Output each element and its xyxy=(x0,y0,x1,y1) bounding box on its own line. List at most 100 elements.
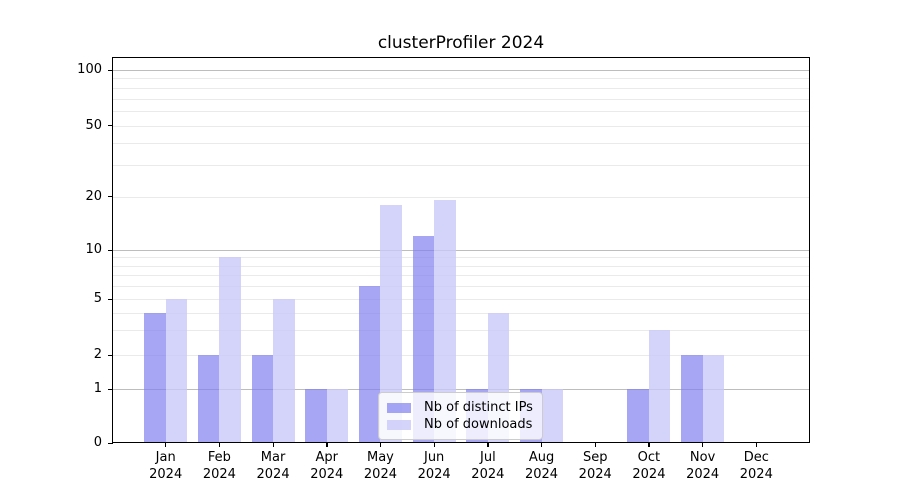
gridline-70 xyxy=(112,98,810,100)
bar-ips-apr xyxy=(305,389,327,443)
x-tick-jan xyxy=(165,443,167,447)
y-tick-20 xyxy=(108,196,113,198)
y-tick-10 xyxy=(108,249,113,251)
legend-label-downloads: Nb of downloads xyxy=(424,417,533,432)
x-tick-may xyxy=(379,443,382,447)
gridline-8 xyxy=(112,265,810,267)
bar-downloads-mar xyxy=(273,299,295,443)
x-tick-month: May xyxy=(367,450,394,465)
x-tick-year: 2024 xyxy=(578,467,612,482)
y-tick-label-20: 20 xyxy=(85,188,102,204)
x-tick-year: 2024 xyxy=(256,467,290,482)
x-tick-month: Mar xyxy=(260,450,286,465)
bar-ips-jun xyxy=(412,235,435,443)
gridline-60 xyxy=(112,110,810,112)
bar-downloads-apr xyxy=(326,389,349,443)
y-tick-label-1: 1 xyxy=(93,381,102,396)
x-tick-month: Oct xyxy=(637,450,661,465)
bar-downloads-jan xyxy=(165,299,188,443)
x-tick-year: 2024 xyxy=(202,467,236,482)
x-tick-year: 2024 xyxy=(524,467,559,482)
y-tick-0 xyxy=(108,442,113,444)
x-tick-label-dec: Dec 2024 xyxy=(714,449,798,483)
x-tick-sep xyxy=(594,443,597,447)
x-tick-year: 2024 xyxy=(686,467,720,482)
x-tick-month: Dec xyxy=(743,450,769,465)
x-tick-label-jun: Jun 2024 xyxy=(392,449,476,483)
x-tick-month: Sep xyxy=(582,450,608,465)
x-tick-year: 2024 xyxy=(417,467,451,482)
x-tick-dec xyxy=(755,443,758,447)
bar-downloads-nov xyxy=(702,355,725,443)
x-tick-label-mar: Mar 2024 xyxy=(231,449,315,483)
x-tick-year: 2024 xyxy=(471,467,505,482)
x-tick-label-feb: Feb 2024 xyxy=(177,449,261,483)
gridline-9 xyxy=(112,257,810,259)
x-tick-jul xyxy=(487,443,489,447)
x-tick-feb xyxy=(218,443,221,447)
x-tick-label-jul: Jul 2024 xyxy=(446,449,530,483)
y-tick-100 xyxy=(108,69,113,71)
y-tick-label-100: 100 xyxy=(77,62,102,77)
x-tick-mar xyxy=(272,443,274,447)
legend-swatch-distinct-ips xyxy=(387,402,411,413)
bar-downloads-aug xyxy=(541,389,563,443)
x-tick-label-jan: Jan 2024 xyxy=(124,449,208,483)
x-tick-year: 2024 xyxy=(739,467,773,482)
gridline-1 xyxy=(112,389,810,390)
x-tick-month: Apr xyxy=(315,450,339,465)
gridline-4 xyxy=(112,312,810,314)
x-tick-month: Nov xyxy=(689,450,716,465)
bar-ips-mar xyxy=(251,355,274,443)
legend-swatch-downloads xyxy=(387,419,411,430)
x-tick-year: 2024 xyxy=(632,467,666,482)
gridline-7 xyxy=(112,275,810,277)
gridline-5 xyxy=(112,299,810,300)
x-tick-label-sep: Sep 2024 xyxy=(553,449,637,483)
x-tick-month: Jan xyxy=(155,450,176,465)
gridline-6 xyxy=(112,286,810,288)
legend-item-downloads: Nb of downloads xyxy=(387,416,533,433)
legend: Nb of distinct IPs Nb of downloads xyxy=(378,392,543,440)
bar-downloads-oct xyxy=(648,330,671,443)
x-tick-label-nov: Nov 2024 xyxy=(661,449,745,483)
bar-ips-may xyxy=(358,286,381,443)
x-tick-label-apr: Apr 2024 xyxy=(285,449,369,483)
bar-downloads-jun xyxy=(434,200,456,443)
x-tick-year: 2024 xyxy=(363,467,397,482)
gridline-50 xyxy=(112,125,810,127)
bar-downloads-may xyxy=(380,204,402,443)
gridline-3 xyxy=(112,330,810,332)
x-tick-oct xyxy=(648,443,650,447)
x-tick-label-may: May 2024 xyxy=(338,449,422,483)
gridline-80 xyxy=(112,87,810,89)
y-tick-label-10: 10 xyxy=(85,242,102,257)
x-tick-label-aug: Aug 2024 xyxy=(500,449,584,483)
x-tick-jun xyxy=(433,443,435,447)
gridline-2 xyxy=(112,355,810,356)
x-tick-year: 2024 xyxy=(149,467,183,482)
gridline-30 xyxy=(112,165,810,167)
x-tick-nov xyxy=(702,443,704,447)
plot-area xyxy=(112,57,810,443)
gridline-10 xyxy=(112,250,810,251)
bar-ips-feb xyxy=(197,355,220,443)
gridline-40 xyxy=(112,142,810,144)
chart-title: clusterProfiler 2024 xyxy=(377,33,545,53)
x-tick-aug xyxy=(541,443,543,447)
y-tick-5 xyxy=(108,298,113,300)
gridline-20 xyxy=(112,196,810,198)
y-tick-label-0: 0 xyxy=(93,435,102,450)
y-tick-50 xyxy=(108,125,113,127)
bar-ips-jan xyxy=(144,312,166,443)
y-tick-label-2: 2 xyxy=(93,347,102,362)
legend-item-distinct-ips: Nb of distinct IPs xyxy=(387,399,533,416)
legend-label-distinct-ips: Nb of distinct IPs xyxy=(424,400,533,415)
x-tick-month: Jun xyxy=(423,450,445,465)
x-tick-apr xyxy=(326,443,328,447)
gridline-90 xyxy=(112,78,810,80)
x-tick-label-oct: Oct 2024 xyxy=(607,449,691,483)
x-tick-month: Jul xyxy=(480,450,496,465)
bar-ips-nov xyxy=(681,355,703,443)
y-tick-1 xyxy=(108,388,113,390)
